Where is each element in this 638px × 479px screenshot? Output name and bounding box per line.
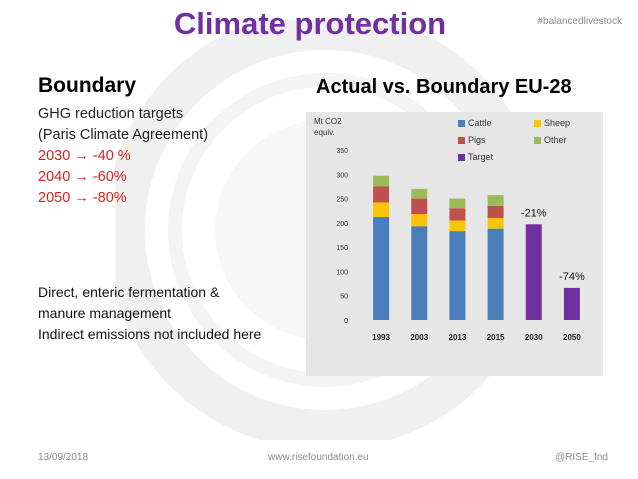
legend-swatch-sheep xyxy=(534,120,541,127)
y-axis-label: Mt CO2 xyxy=(314,117,342,126)
bar-pigs-2015 xyxy=(487,205,504,218)
y-tick-label: 200 xyxy=(336,221,348,228)
bar-annotation: -74% xyxy=(559,271,585,283)
legend-label-pigs: Pigs xyxy=(468,135,486,145)
bar-cattle-2013 xyxy=(449,231,466,320)
legend-swatch-other xyxy=(534,137,541,144)
bar-sheep-1993 xyxy=(373,202,390,218)
chart-title: Actual vs. Boundary EU-28 xyxy=(316,76,572,98)
y-tick-label: 150 xyxy=(336,245,348,252)
y-tick-label: 50 xyxy=(340,294,348,301)
x-tick-label: 1993 xyxy=(372,333,390,342)
page-title: Climate protection xyxy=(173,6,447,41)
bar-cattle-2015 xyxy=(487,228,504,320)
y-tick-label: 300 xyxy=(336,172,348,179)
boundary-heading: Boundary xyxy=(38,74,137,97)
bar-target-2050 xyxy=(563,287,580,320)
scope-notes: Direct, enteric fermentation & manure ma… xyxy=(38,282,338,345)
legend-swatch-target xyxy=(458,154,465,161)
bar-annotation: -21% xyxy=(521,207,547,219)
bar-sheep-2013 xyxy=(449,220,466,232)
x-tick-label: 2030 xyxy=(525,333,543,342)
x-tick-label: 2013 xyxy=(449,333,467,342)
legend-label-other: Other xyxy=(544,135,567,145)
target-2050: 2050 → -80% xyxy=(38,190,127,206)
note-line-1: Direct, enteric fermentation & xyxy=(38,284,220,300)
bar-sheep-2003 xyxy=(411,214,428,227)
bar-target-2030 xyxy=(525,224,542,320)
legend-swatch-cattle xyxy=(458,120,465,127)
x-tick-label: 2003 xyxy=(410,333,428,342)
legend-label-target: Target xyxy=(468,152,494,162)
y-tick-label: 0 xyxy=(344,318,348,325)
y-tick-label: 250 xyxy=(336,197,348,204)
boundary-section: Boundary GHG reduction targets (Paris Cl… xyxy=(38,74,318,209)
legend-label-sheep: Sheep xyxy=(544,118,570,128)
target-list: 2030 → -40 % 2040 → -60% 2050 → -80% xyxy=(38,146,318,209)
note-line-2: manure management xyxy=(38,304,172,321)
bar-other-1993 xyxy=(373,175,390,187)
target-2030: 2030 → -40 % xyxy=(38,148,131,164)
x-tick-label: 2050 xyxy=(563,333,581,342)
bar-other-2013 xyxy=(449,198,466,209)
y-axis-label: equiv. xyxy=(314,128,335,137)
footer-handle: @RISE_fnd xyxy=(555,452,608,463)
bar-pigs-2013 xyxy=(449,208,466,221)
y-tick-label: 100 xyxy=(336,269,348,276)
footer-date: 13/09/2018 xyxy=(38,452,89,463)
target-2040: 2040 → -60% xyxy=(38,169,127,185)
bar-pigs-2003 xyxy=(411,198,428,215)
x-tick-label: 2015 xyxy=(487,333,505,342)
ghg-line-2: (Paris Climate Agreement) xyxy=(38,127,209,143)
hashtag-label: #balancedlivestock xyxy=(537,16,623,27)
legend-label-cattle: Cattle xyxy=(468,118,492,128)
bar-sheep-2015 xyxy=(487,218,504,229)
bar-cattle-1993 xyxy=(373,217,390,320)
y-tick-label: 350 xyxy=(336,148,348,155)
bar-other-2003 xyxy=(411,188,428,199)
bar-cattle-2003 xyxy=(411,226,428,320)
note-line-3: Indirect emissions not included here xyxy=(38,326,262,342)
legend-swatch-pigs xyxy=(458,137,465,144)
chart-panel: Mt CO2 equiv. 0 50 100 150 200 250 300 350 1993 200… xyxy=(306,112,603,376)
ghg-line-1: GHG reduction targets xyxy=(38,106,184,122)
footer-url: www.risefoundation.eu xyxy=(268,452,369,463)
bar-pigs-1993 xyxy=(373,186,390,203)
bar-other-2015 xyxy=(487,195,504,206)
stacked-bar-chart: Mt CO2 equiv. 0 50 100 150 200 250 300 350 1993 200… xyxy=(314,117,585,342)
